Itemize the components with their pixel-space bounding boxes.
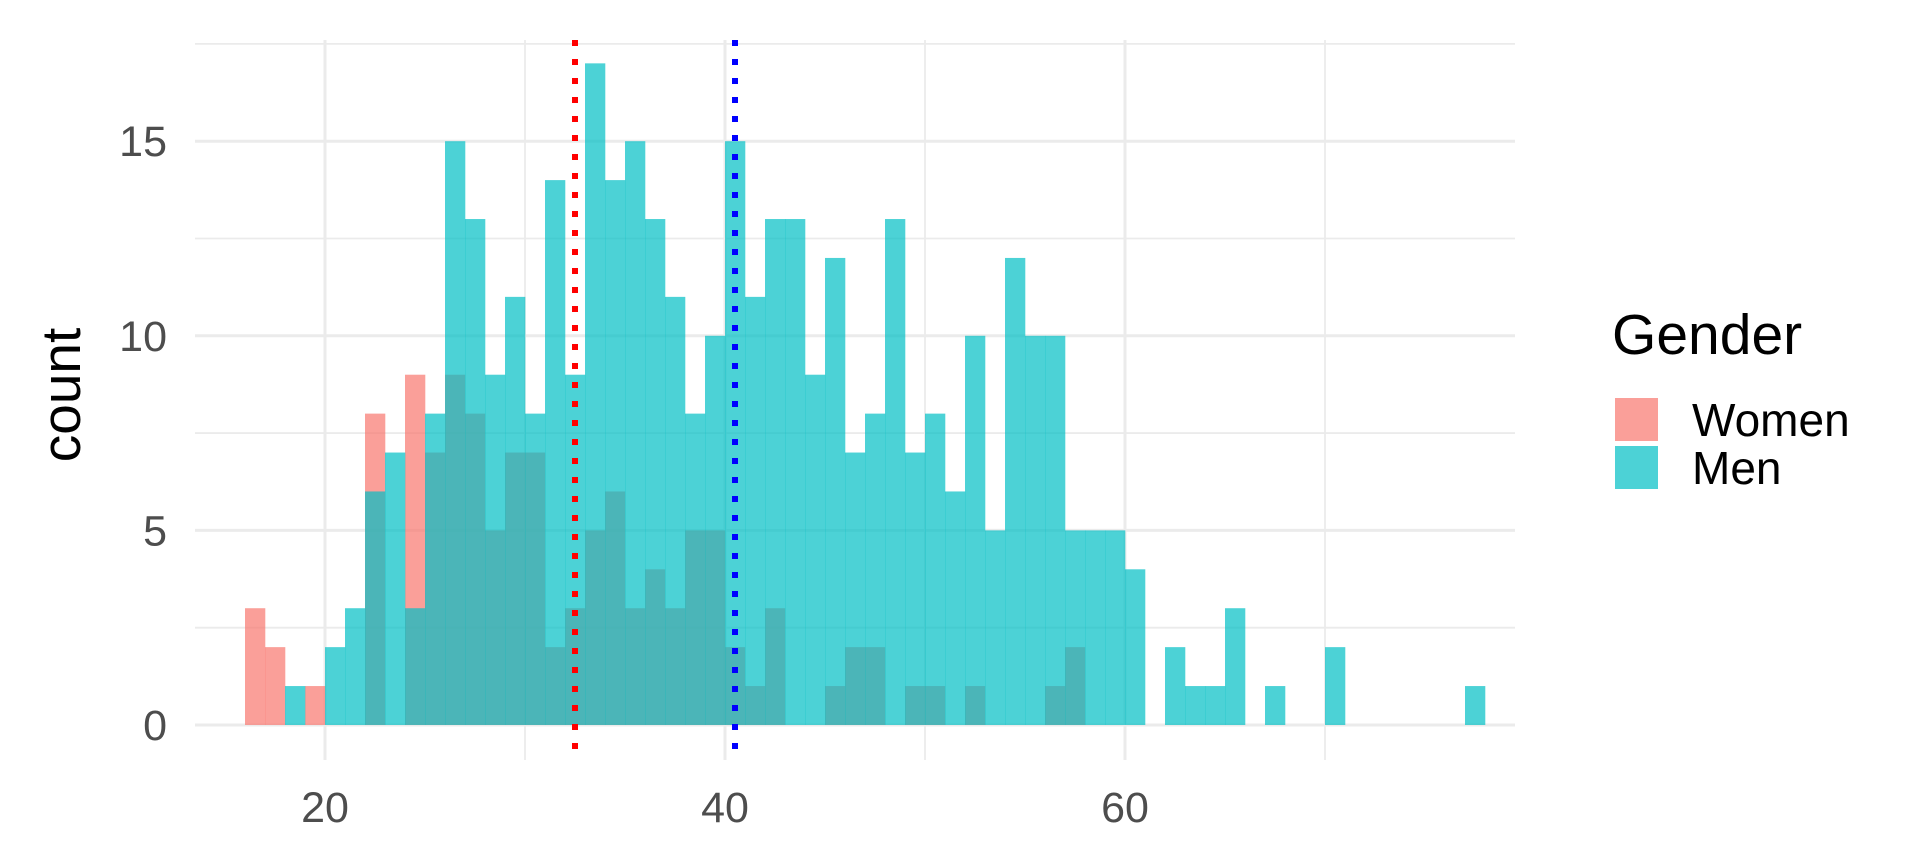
men-bar [1465,686,1486,725]
men-bar [565,374,586,725]
men-bar [585,63,606,725]
x-tick-label: 20 [301,784,349,832]
men-bar [285,686,306,725]
men-bar [405,608,426,725]
women-bar [305,686,326,725]
men-bar [625,141,646,725]
women-bar [265,647,286,725]
men-bar [1005,257,1026,725]
men-bar [525,413,546,725]
men-bar [805,374,826,725]
men-bar [885,219,906,725]
men-bar [1025,335,1046,725]
men-bar [925,413,946,725]
men-bar [685,413,706,725]
men-bar [965,335,986,725]
men-bar [605,180,626,725]
men-bar [425,413,446,725]
men-bar [785,219,806,725]
men-bar [325,647,346,725]
men-bar [365,491,386,725]
men-bar [825,257,846,725]
men-bar [945,491,966,725]
men-bar [765,219,786,725]
men-bar [465,219,486,725]
legend-title: Gender [1612,303,1802,367]
y-tick-label: 15 [119,118,167,166]
x-tick-label: 40 [701,784,749,832]
y-axis-title: count [30,328,92,463]
x-tick-labels: 20 40 60 [301,784,1149,832]
legend-swatch-women [1615,398,1658,441]
men-bar [445,141,466,725]
men-bar [345,608,366,725]
men-bar [485,374,506,725]
men-bar [705,335,726,725]
y-tick-label: 0 [143,702,167,750]
x-tick-label: 60 [1101,784,1149,832]
men-bar [745,296,766,725]
men-bar [645,219,666,725]
men-bar [865,413,886,725]
y-tick-label: 5 [143,507,167,555]
men-bar [1225,608,1246,725]
legend: Gender Women Men [1612,303,1850,494]
men-bar [505,296,526,725]
men-bar [385,452,406,725]
men-bar [905,452,926,725]
men-bars [285,63,1486,725]
men-bar [1085,530,1106,725]
legend-label-men: Men [1692,442,1781,494]
men-bar [665,296,686,725]
men-bar [1065,530,1086,725]
men-bar [1165,647,1186,725]
women-bar [245,608,266,725]
men-bar [1045,335,1066,725]
men-bar [985,530,1006,725]
men-bar [1105,530,1126,725]
men-bar [1265,686,1286,725]
men-bar [1325,647,1346,725]
reference-lines [572,40,738,760]
y-tick-label: 10 [119,313,167,361]
legend-swatch-men [1615,446,1658,489]
men-bar [725,141,746,725]
men-bar [1205,686,1226,725]
men-bar [1125,569,1146,725]
legend-label-women: Women [1692,394,1850,446]
y-tick-labels: 0 5 10 15 [119,118,167,750]
men-bar [845,452,866,725]
men-bar [1185,686,1206,725]
men-bar [545,180,566,725]
